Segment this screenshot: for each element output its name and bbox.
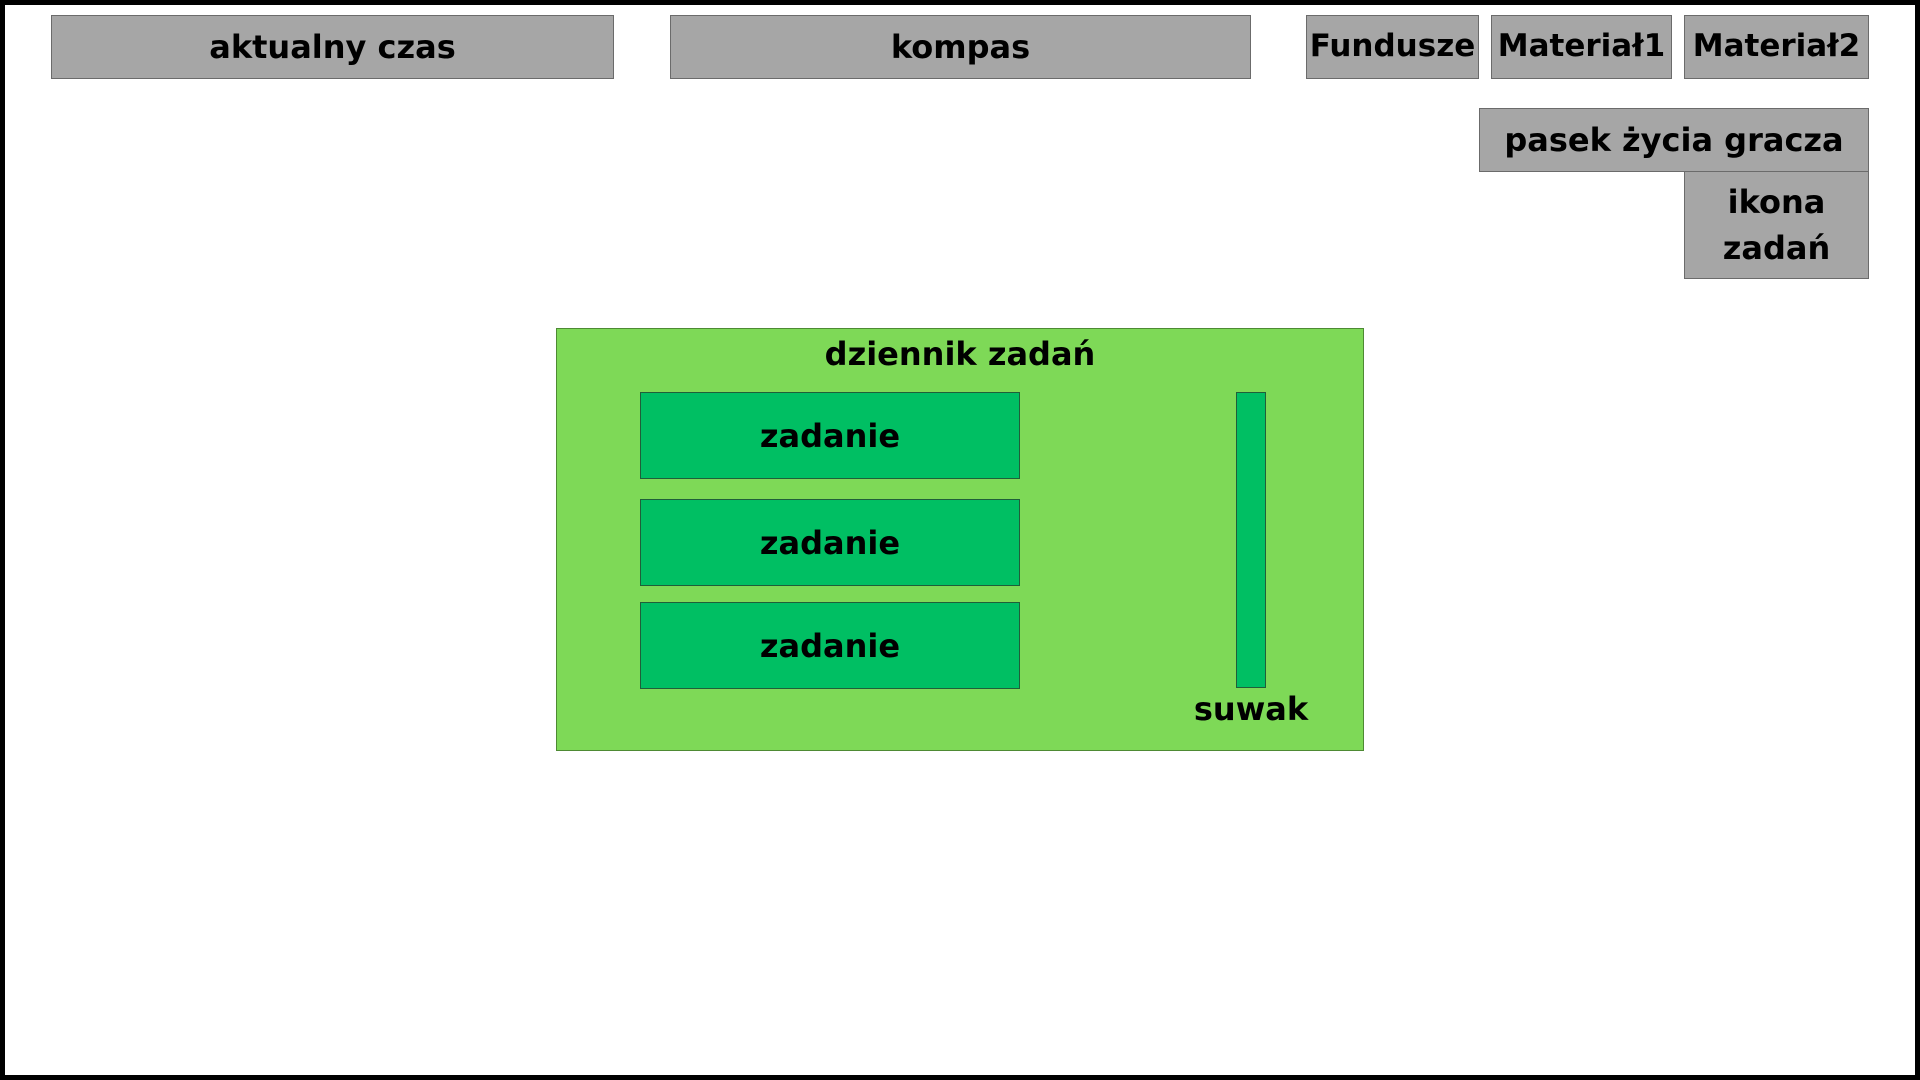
quest-icon-label-line2: zadań — [1722, 229, 1831, 267]
player-health-bar: pasek życia gracza — [1479, 108, 1869, 172]
material2-display: Materiał2 — [1684, 15, 1869, 79]
quest-item[interactable]: zadanie — [640, 392, 1020, 479]
slider-label: suwak — [1193, 690, 1309, 728]
current-time-display: aktualny czas — [51, 15, 614, 79]
funds-display: Fundusze — [1306, 15, 1479, 79]
compass: kompas — [670, 15, 1251, 79]
quest-item[interactable]: zadanie — [640, 499, 1020, 586]
quest-icon-label-line1: ikona — [1727, 182, 1826, 221]
quest-item[interactable]: zadanie — [640, 602, 1020, 689]
material1-display: Materiał1 — [1491, 15, 1672, 79]
quest-journal-title: dziennik zadań — [824, 335, 1096, 373]
quest-list-slider[interactable] — [1236, 392, 1266, 688]
quest-journal: dziennik zadań zadanie zadanie zadanie s… — [556, 328, 1364, 751]
quest-icon[interactable]: ikona zadań — [1684, 171, 1869, 279]
